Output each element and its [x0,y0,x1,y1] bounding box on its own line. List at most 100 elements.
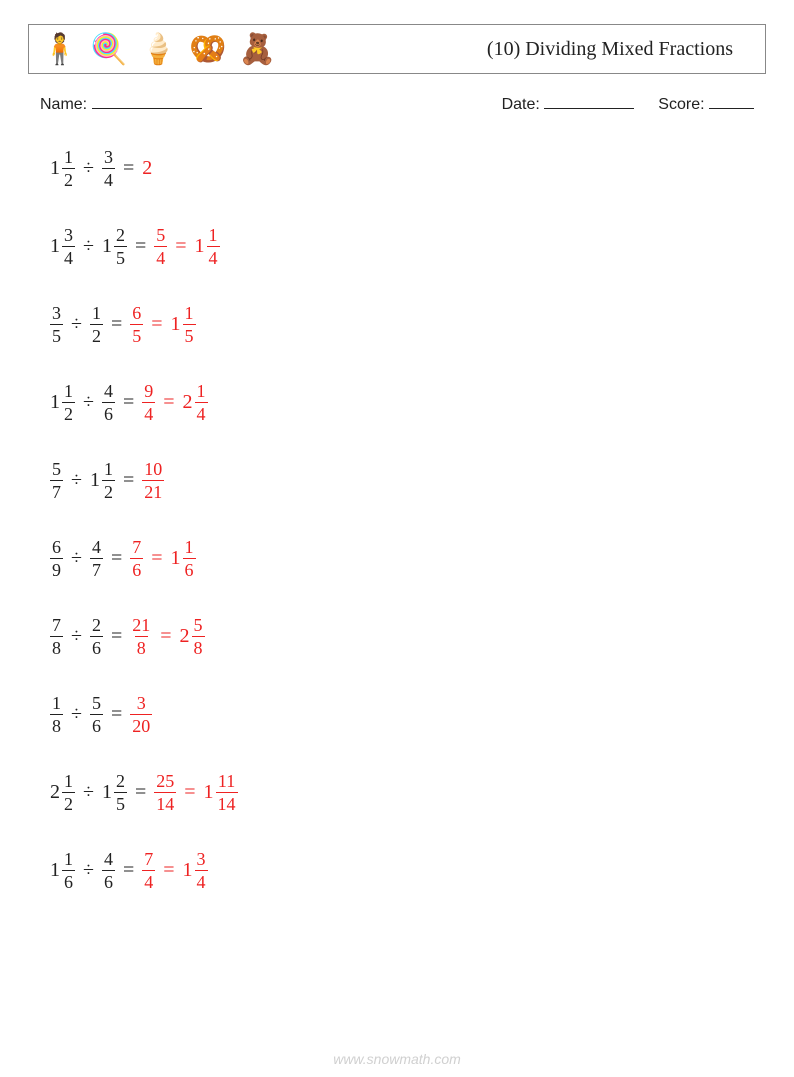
denominator: 5 [183,324,196,345]
numerator: 25 [154,772,176,792]
whole-part: 1 [50,391,62,414]
denominator: 6 [102,402,115,423]
score-label: Score: [658,96,704,113]
fraction: 78 [50,616,63,657]
numerator: 1 [62,148,75,168]
denominator: 8 [135,636,148,657]
denominator: 5 [114,246,127,267]
fraction: 15 [183,304,196,345]
fraction: 94 [142,382,155,423]
denominator: 2 [62,792,75,813]
denominator: 21 [142,480,164,501]
name-line[interactable] [92,94,202,109]
denominator: 6 [90,714,103,735]
score-line[interactable] [709,94,754,109]
fraction: 46 [102,382,115,423]
fraction: 14 [195,382,208,423]
numerator: 1 [183,538,196,558]
denominator: 14 [154,792,176,813]
date-line[interactable] [544,94,634,109]
whole-part: 1 [195,235,207,258]
answer: 258 [180,616,205,657]
denominator: 8 [192,636,205,657]
header-icon: 🧸 [238,32,275,67]
fraction: 12 [62,382,75,423]
denominator: 6 [90,636,103,657]
fraction: 12 [102,460,115,501]
fraction: 34 [195,850,208,891]
problem-row: 78÷26=218=258 [50,612,794,660]
fraction: 14 [207,226,220,267]
numerator: 3 [50,304,63,324]
fraction: 34 [62,226,75,267]
whole-part: 1 [90,469,102,492]
problems-container: 112÷34=2134÷125=54=11435÷12=65=115112÷46… [50,144,794,894]
fraction: 2514 [154,772,176,813]
header-icon: 🧍 [41,32,78,67]
numerator: 2 [114,772,127,792]
numerator: 1 [62,850,75,870]
date-label: Date: [502,96,540,113]
equals: = [123,469,134,492]
numerator: 7 [142,850,155,870]
numerator: 1 [195,382,208,402]
denominator: 6 [62,870,75,891]
equals: = [163,391,174,414]
fraction: 34 [102,148,115,189]
header: 🧍🍭🍦🥨🧸 (10) Dividing Mixed Fractions [28,24,766,74]
denominator: 8 [50,636,63,657]
answer: 115 [171,304,196,345]
fraction: 12 [90,304,103,345]
fraction: 25 [114,226,127,267]
denominator: 8 [50,714,63,735]
fraction: 18 [50,694,63,735]
equals: = [123,859,134,882]
problem-row: 112÷46=94=214 [50,378,794,426]
fraction: 218 [130,616,152,657]
equals: = [123,157,134,180]
divide-op: ÷ [83,391,94,414]
equals: = [123,391,134,414]
problem-row: 35÷12=65=115 [50,300,794,348]
answer: 74 [142,850,155,891]
whole-part: 1 [102,781,114,804]
denominator: 2 [102,480,115,501]
header-icon: 🥨 [189,32,226,67]
numerator: 7 [130,538,143,558]
numerator: 1 [62,382,75,402]
fraction: 65 [130,304,143,345]
problem-row: 112÷34=2 [50,144,794,192]
whole-part: 1 [171,547,183,570]
fraction: 74 [142,850,155,891]
numerator: 1 [207,226,220,246]
equals: = [184,781,195,804]
fraction: 46 [102,850,115,891]
fraction: 16 [62,850,75,891]
denominator: 4 [142,870,155,891]
denominator: 4 [207,246,220,267]
numerator: 2 [114,226,127,246]
divide-op: ÷ [71,547,82,570]
denominator: 7 [50,480,63,501]
denominator: 5 [130,324,143,345]
whole-part: 1 [171,313,183,336]
problem-row: 18÷56=320 [50,690,794,738]
equals: = [111,625,122,648]
numerator: 3 [195,850,208,870]
fraction: 1114 [216,772,238,813]
fraction: 16 [183,538,196,579]
numerator: 5 [90,694,103,714]
divide-op: ÷ [71,313,82,336]
denominator: 6 [130,558,143,579]
fraction: 25 [114,772,127,813]
denominator: 2 [90,324,103,345]
whole-part: 1 [204,781,216,804]
fraction: 56 [90,694,103,735]
numerator: 1 [50,694,63,714]
answer: 94 [142,382,155,423]
whole-part: 1 [50,157,62,180]
denominator: 4 [62,246,75,267]
header-icon: 🍦 [140,32,177,67]
numerator: 6 [130,304,143,324]
denominator: 4 [154,246,167,267]
